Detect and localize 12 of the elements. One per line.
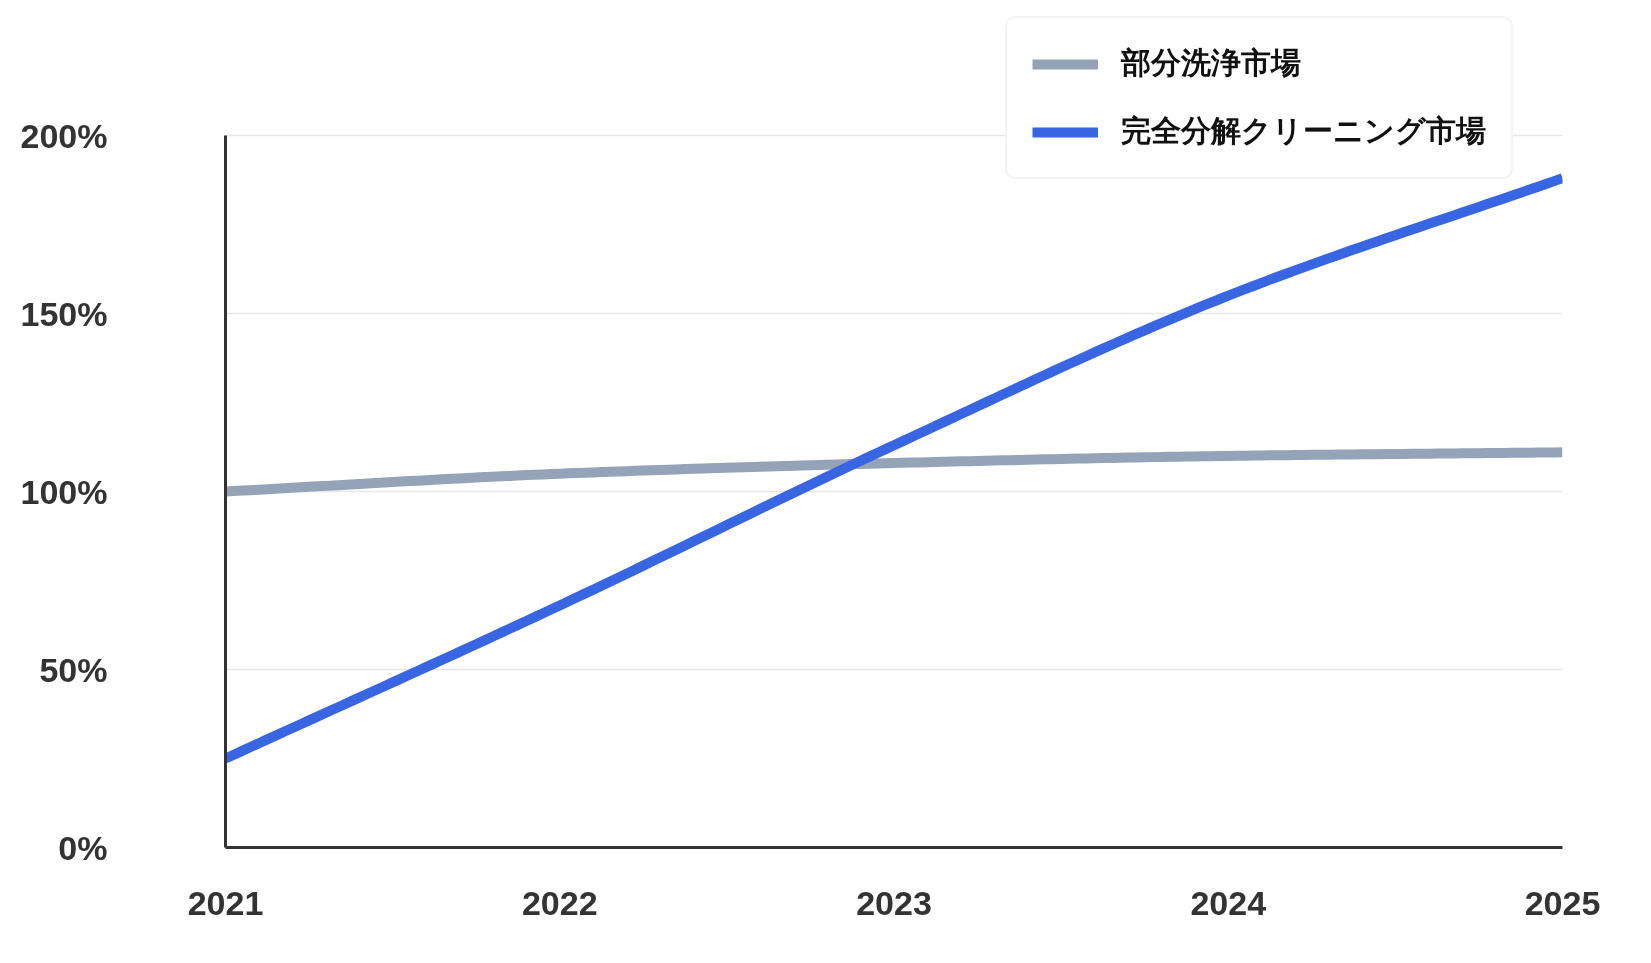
x-tick-label: 2023 (856, 883, 932, 922)
x-tick-label: 2021 (187, 883, 264, 922)
x-tick-label: 2025 (1524, 883, 1601, 922)
y-tick-label: 50% (39, 650, 108, 689)
y-tick-label: 200% (20, 116, 108, 155)
x-tick-label: 2022 (521, 883, 598, 922)
legend-label: 部分洗浄市場 (1121, 44, 1301, 82)
y-tick-label: 100% (20, 472, 108, 511)
y-tick-label: 150% (20, 294, 108, 333)
legend-label: 完全分解クリーニング市場 (1121, 112, 1486, 150)
y-tick-label: 0% (58, 828, 108, 867)
x-tick-label: 2024 (1190, 883, 1267, 922)
